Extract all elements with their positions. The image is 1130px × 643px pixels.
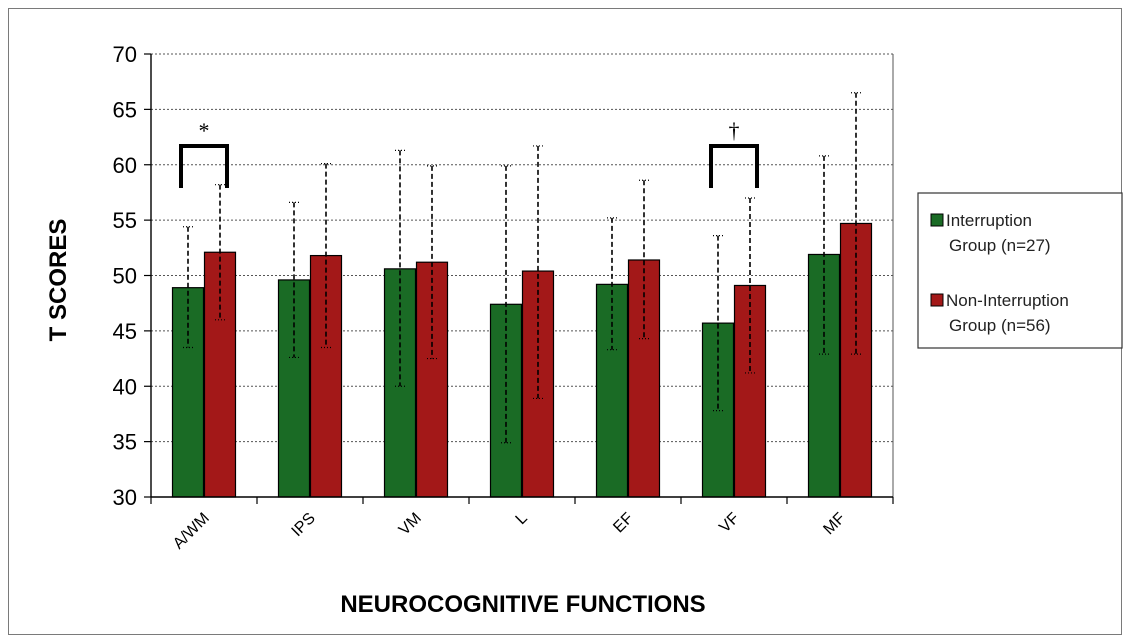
category-label: L bbox=[513, 510, 531, 528]
error-bars bbox=[183, 92, 861, 444]
significance-bracket bbox=[179, 144, 229, 188]
y-tick-label: 60 bbox=[113, 153, 137, 178]
bar bbox=[595, 283, 629, 498]
category-label: MF bbox=[820, 510, 849, 539]
bar bbox=[171, 287, 205, 498]
y-tick-label: 55 bbox=[113, 208, 137, 233]
significance-bracket bbox=[709, 144, 759, 188]
y-tick-label: 45 bbox=[113, 319, 137, 344]
bars bbox=[171, 222, 873, 498]
legend-swatch bbox=[930, 293, 944, 307]
y-axis-title: T SCORES bbox=[45, 219, 72, 342]
category-label: IPS bbox=[289, 510, 319, 540]
gridlines bbox=[151, 53, 894, 497]
bar bbox=[733, 284, 767, 498]
significance-symbol: * bbox=[199, 118, 210, 143]
y-tick-label: 40 bbox=[113, 374, 137, 399]
bar bbox=[277, 279, 311, 498]
legend-label: Group (n=56) bbox=[949, 316, 1051, 335]
bar bbox=[415, 261, 449, 498]
legend-swatch bbox=[930, 213, 944, 227]
legend-label: Non-Interruption bbox=[946, 291, 1069, 310]
legend-label: Group (n=27) bbox=[949, 236, 1051, 255]
y-tick-label: 30 bbox=[113, 485, 137, 510]
category-label: EF bbox=[610, 510, 637, 537]
category-label: A/WM bbox=[170, 510, 213, 553]
y-tick-label: 35 bbox=[113, 430, 137, 455]
y-tick-label: 65 bbox=[113, 97, 137, 122]
bar bbox=[627, 259, 661, 498]
legend: Interruption Group (n=27) Non-Interruption… bbox=[917, 192, 1123, 349]
y-tick-label: 70 bbox=[113, 42, 137, 67]
legend-box bbox=[917, 192, 1123, 349]
category-label: VF bbox=[716, 510, 743, 537]
significance-symbol: † bbox=[729, 118, 740, 143]
legend-label: Interruption bbox=[946, 211, 1032, 230]
category-label: VM bbox=[396, 510, 425, 539]
bar bbox=[521, 270, 555, 498]
y-tick-label: 50 bbox=[113, 264, 137, 289]
x-axis-title: NEUROCOGNITIVE FUNCTIONS bbox=[340, 591, 705, 618]
bar bbox=[807, 253, 841, 498]
significance-annotations: * † bbox=[179, 118, 759, 188]
